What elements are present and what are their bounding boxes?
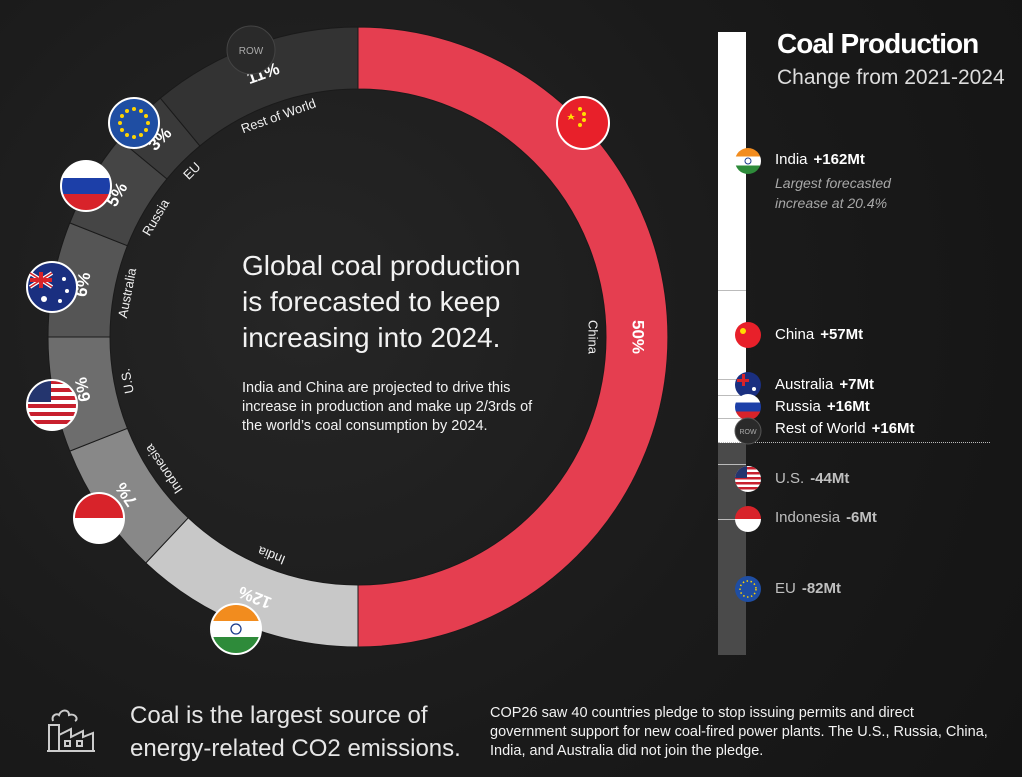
entry-change: +57Mt	[820, 326, 864, 343]
entry-china: China +57Mt	[775, 326, 863, 343]
entry-india-note: Largest forecasted increase at 20.4%	[775, 175, 891, 211]
side-flag-eu-icon	[735, 576, 761, 602]
entry-country: Russia	[775, 398, 821, 415]
side-chart-title: Coal Production	[777, 28, 979, 59]
entry-change: +162Mt	[813, 151, 865, 168]
side-chart-subtitle: Change from 2021-2024	[777, 66, 1005, 89]
tick-line	[718, 379, 746, 380]
donut-country-label: China	[586, 320, 601, 355]
entry-country: EU	[775, 580, 796, 597]
entry-change: +16Mt	[826, 398, 870, 415]
row-badge: ROW	[226, 25, 276, 75]
flag-india-icon	[210, 603, 262, 655]
entry-country: India	[775, 151, 808, 168]
entry-country: Indonesia	[775, 509, 841, 526]
row-badge-text: ROW	[239, 46, 264, 57]
zero-line	[718, 442, 990, 443]
entry-eu: EU -82Mt	[775, 580, 841, 597]
donut-country-label: Australia	[115, 266, 139, 319]
entry-indonesia: Indonesia -6Mt	[775, 509, 877, 526]
cop26-text: COP26 saw 40 countries pledge to stop is…	[490, 705, 988, 759]
donut-country-label: EU	[180, 159, 203, 182]
flag-indonesia-icon	[73, 492, 125, 544]
side-flag-australia-icon	[735, 372, 761, 398]
entry-change: +16Mt	[871, 420, 915, 437]
side-row-badge-text: ROW	[739, 429, 757, 436]
entry-rest-of-world: Rest of World +16Mt	[775, 420, 915, 437]
flag-australia-icon	[26, 261, 78, 313]
side-flag-russia-icon	[735, 394, 761, 420]
donut-pct-label: 6%	[71, 376, 94, 404]
flag-china-icon	[556, 96, 610, 150]
entry-india: India +162Mt	[775, 151, 865, 168]
tick-line	[718, 519, 746, 520]
tick-line	[718, 464, 746, 465]
entry-change: -82Mt	[801, 580, 842, 597]
donut-segment-china	[357, 26, 669, 648]
entry-change: +7Mt	[839, 376, 874, 393]
tick-line	[718, 290, 746, 291]
donut-country-label: India	[255, 543, 287, 568]
side-flag-us-icon	[735, 466, 761, 492]
entry-change: -44Mt	[810, 470, 850, 487]
tick-line	[718, 395, 746, 396]
flag-eu-icon	[108, 97, 160, 149]
center-headline: Global coal production is forecasted to …	[242, 250, 521, 353]
side-flag-china-icon	[735, 322, 761, 348]
tick-line	[718, 418, 746, 419]
entry-country: U.S.	[775, 470, 805, 487]
entry-russia: Russia +16Mt	[775, 398, 870, 415]
donut-segment-rest-of-world	[159, 26, 359, 147]
entry-australia: Australia +7Mt	[775, 376, 874, 393]
flag-russia-icon	[60, 160, 112, 212]
center-subtext: India and China are projected to drive t…	[242, 380, 533, 434]
entry-us: U.S. -44Mt	[775, 470, 849, 487]
donut-country-label: U.S.	[117, 367, 136, 395]
side-row-badge-icon: ROW	[734, 417, 762, 445]
factory-icon	[47, 709, 95, 752]
coal-fact-text: Coal is the largest source of energy-rel…	[130, 702, 461, 762]
flag-us-icon	[26, 379, 78, 431]
entry-country: China	[775, 326, 815, 343]
side-flag-indonesia-icon	[735, 506, 761, 532]
donut-pct-label: 50%	[629, 320, 648, 354]
entry-change: -6Mt	[846, 509, 877, 526]
entry-country: Australia	[775, 376, 834, 393]
side-flag-india-icon	[735, 148, 761, 174]
entry-country: Rest of World	[775, 420, 866, 437]
